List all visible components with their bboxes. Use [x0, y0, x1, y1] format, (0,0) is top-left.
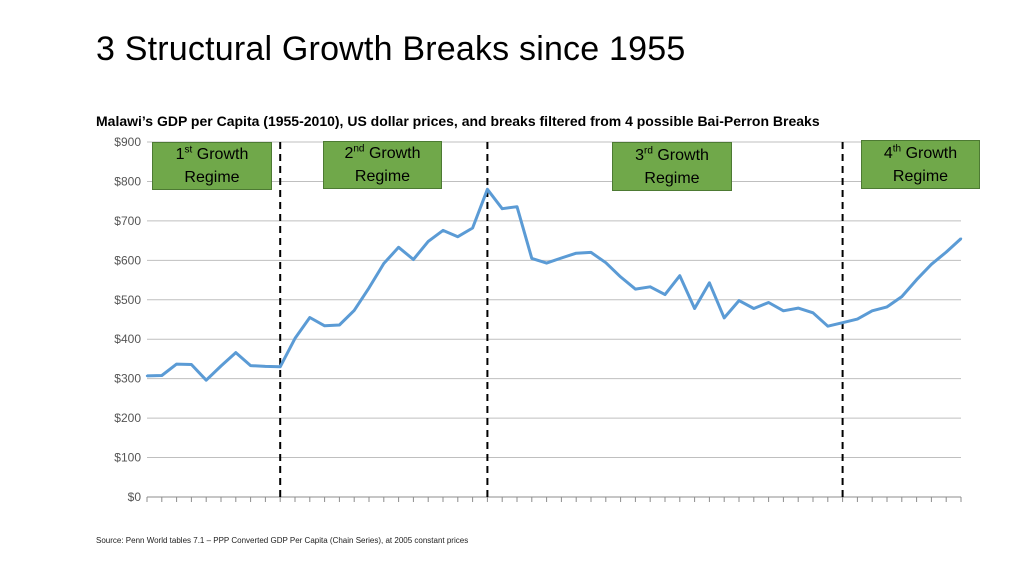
data-point: [501, 207, 504, 210]
data-point: [767, 301, 770, 304]
regime-4-line2: Regime: [892, 167, 949, 185]
slide-title: 3 Structural Growth Breaks since 1955: [96, 30, 686, 68]
data-point: [560, 256, 563, 260]
y-tick-label: $900: [114, 135, 141, 149]
data-point: [427, 240, 430, 243]
data-point: [323, 324, 326, 328]
grid-layer: [147, 141, 961, 498]
regime-2-text: Growth: [368, 145, 421, 162]
data-point: [841, 321, 844, 324]
regime-4-text: Growth: [905, 144, 958, 162]
regime-1-suffix: st: [184, 144, 193, 156]
data-point: [471, 226, 474, 230]
data-point: [308, 316, 311, 319]
y-tick-label: $400: [114, 332, 141, 346]
data-point: [752, 307, 755, 310]
data-point: [737, 299, 741, 302]
data-point: [634, 287, 637, 291]
regime-4-ordinal: 4: [883, 144, 893, 162]
data-point: [678, 274, 681, 277]
data-point: [900, 295, 903, 298]
break-layer: [279, 142, 844, 497]
y-tick-label: $300: [114, 372, 141, 386]
axis-layer: $0 $100 $200 $300 $400 $500 $600 $700 $800 $900: [114, 135, 962, 504]
data-point: [619, 275, 622, 279]
data-point: [338, 323, 341, 327]
data-point: [575, 252, 578, 255]
regime-1-line2: Regime: [184, 169, 240, 186]
y-tick-label: $800: [114, 174, 141, 188]
data-point: [945, 250, 948, 254]
data-point: [871, 309, 874, 313]
regime-2-line2: Regime: [354, 168, 411, 185]
data-point: [723, 316, 726, 320]
gdp-series-line: [146, 187, 963, 382]
source-note: Source: Penn World tables 7.1 – PPP Conv…: [96, 536, 469, 545]
data-point: [708, 281, 711, 285]
data-point: [959, 237, 963, 240]
data-point: [456, 235, 459, 238]
regime-2-suffix: nd: [353, 143, 365, 155]
chart-subtitle: Malawi’s GDP per Capita (1955-2010), US …: [96, 113, 820, 129]
y-tick-label: $700: [114, 214, 141, 228]
data-point: [412, 258, 415, 261]
data-point: [145, 374, 149, 378]
data-point: [219, 364, 223, 368]
data-point: [515, 205, 519, 208]
data-point: [856, 317, 859, 321]
data-point: [190, 363, 193, 366]
regime-2-ordinal: 2: [344, 145, 354, 162]
data-point: [811, 311, 815, 314]
y-tick-label: $100: [114, 451, 141, 465]
data-point: [160, 374, 163, 377]
data-point: [530, 257, 533, 260]
regime-label-3: 3rd Growth Regime: [612, 142, 732, 191]
data-point: [353, 309, 356, 312]
data-point: [604, 261, 607, 264]
regime-label-2: 2nd Growth Regime: [323, 141, 442, 189]
regime-3-text: Growth: [657, 146, 709, 164]
data-point: [649, 285, 652, 288]
data-point: [249, 364, 252, 367]
regime-3-ordinal: 3: [635, 146, 644, 164]
data-point: [293, 337, 297, 340]
regime-1-ordinal: 1: [175, 146, 185, 163]
data-point: [279, 365, 282, 369]
data-point: [205, 379, 208, 382]
data-point: [264, 365, 267, 368]
regime-4-suffix: th: [892, 143, 902, 155]
line-layer: [145, 187, 963, 382]
data-point: [885, 305, 889, 309]
data-point: [382, 262, 385, 265]
y-tick-label: $200: [114, 411, 141, 425]
data-point: [486, 188, 489, 191]
data-point: [397, 246, 400, 249]
regime-3-line2: Regime: [644, 169, 700, 187]
data-point: [367, 286, 371, 290]
regime-label-4: 4th Growth Regime: [861, 140, 980, 189]
data-point: [545, 261, 548, 265]
data-point: [589, 251, 593, 254]
y-tick-label: $600: [114, 253, 141, 267]
data-point: [441, 229, 445, 232]
regime-label-1: 1st Growth Regime: [152, 142, 272, 190]
data-point: [797, 306, 800, 310]
regime-1-text: Growth: [196, 146, 249, 163]
data-point: [915, 278, 918, 281]
data-point: [782, 309, 785, 313]
data-point: [693, 307, 696, 310]
y-tick-label: $0: [128, 490, 142, 504]
data-point: [826, 325, 829, 328]
data-point: [930, 263, 933, 266]
data-point: [175, 362, 178, 366]
y-tick-label: $500: [114, 293, 141, 307]
data-point: [663, 293, 667, 296]
data-point: [234, 351, 237, 354]
regime-3-suffix: rd: [643, 145, 653, 157]
